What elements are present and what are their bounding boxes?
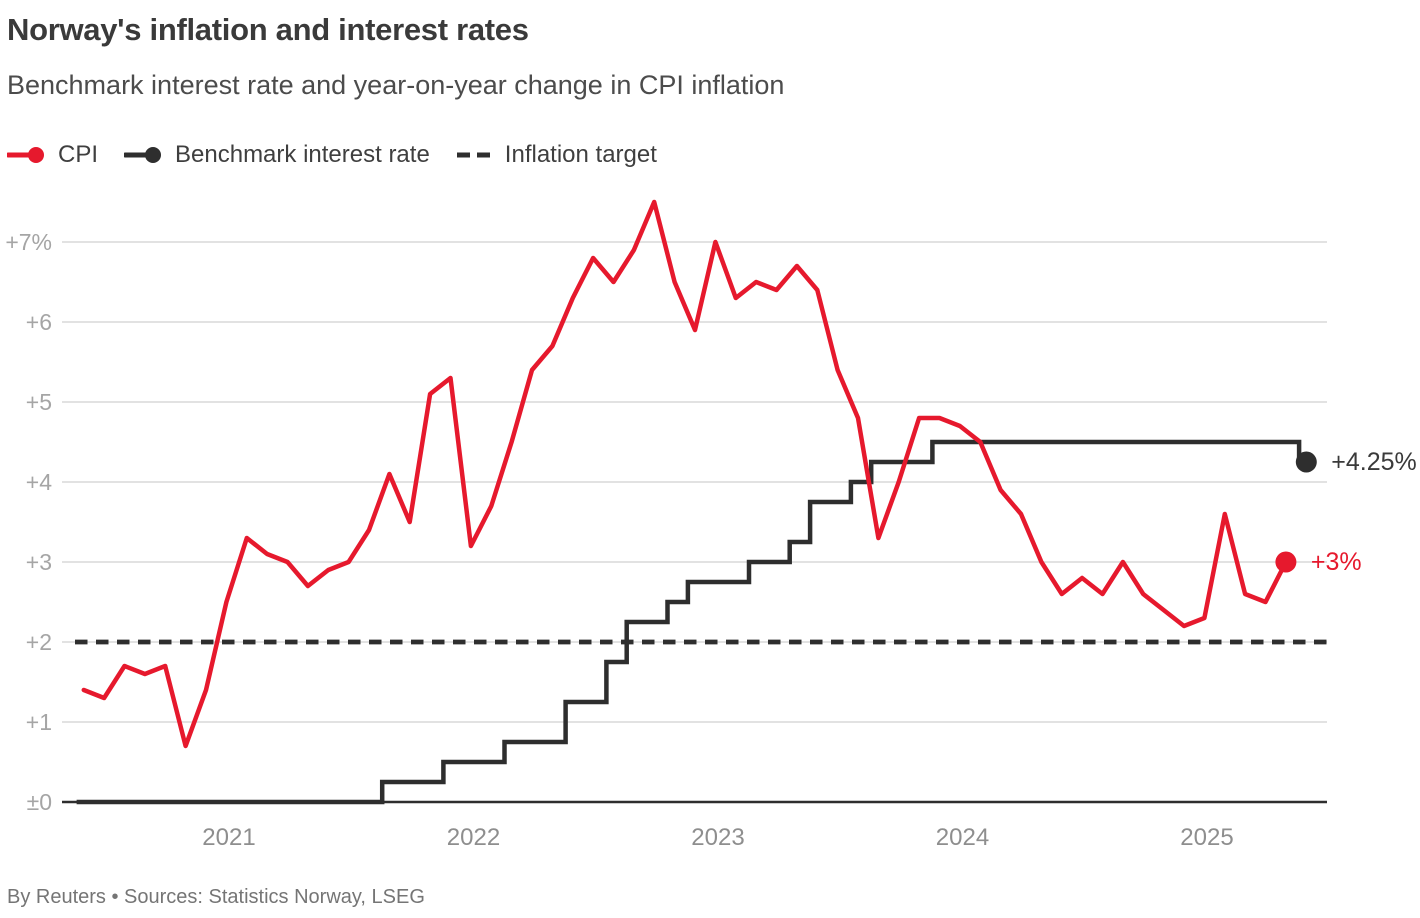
legend-label-benchmark: Benchmark interest rate [175,141,430,168]
y-axis-label: +5 [26,389,52,415]
cpi-end-label: +3% [1311,548,1362,576]
page-subtitle: Benchmark interest rate and year-on-year… [7,70,785,100]
cpi-end-dot [1275,551,1297,573]
y-axis-label: +3 [26,549,52,575]
y-axis-label: ±0 [27,789,52,815]
legend-item-benchmark: Benchmark interest rate [124,141,430,169]
dashed-line-icon [456,152,490,158]
x-axis-label: 2025 [1180,824,1233,851]
y-axis-label: +2 [26,629,52,655]
benchmark-line-dot-icon [124,147,162,163]
legend-label-cpi: CPI [58,141,99,168]
x-axis-label: 2024 [936,824,989,851]
attribution: By Reuters • Sources: Statistics Norway,… [7,886,425,908]
cpi-line-dot-icon [7,147,44,163]
y-axis-label: +6 [26,309,52,335]
legend-item-cpi: CPI [7,141,98,169]
benchmark-end-label: +4.25% [1331,448,1417,476]
legend: CPI Benchmark interest rate Inflation ta… [7,141,657,169]
x-axis-label: 2022 [447,824,500,851]
benchmark-end-dot [1295,451,1317,473]
x-axis-label: 2023 [691,824,744,851]
legend-item-inflation-target: Inflation target [456,141,657,169]
legend-label-inflation-target: Inflation target [504,141,657,168]
page-title: Norway's inflation and interest rates [7,12,529,47]
cpi-line [81,199,1289,749]
y-axis-label: +1 [26,709,52,735]
x-axis-label: 2021 [202,824,255,851]
y-axis-label: +7% [5,229,52,255]
benchmark-line [76,439,1307,805]
y-axis-label: +4 [26,469,52,495]
